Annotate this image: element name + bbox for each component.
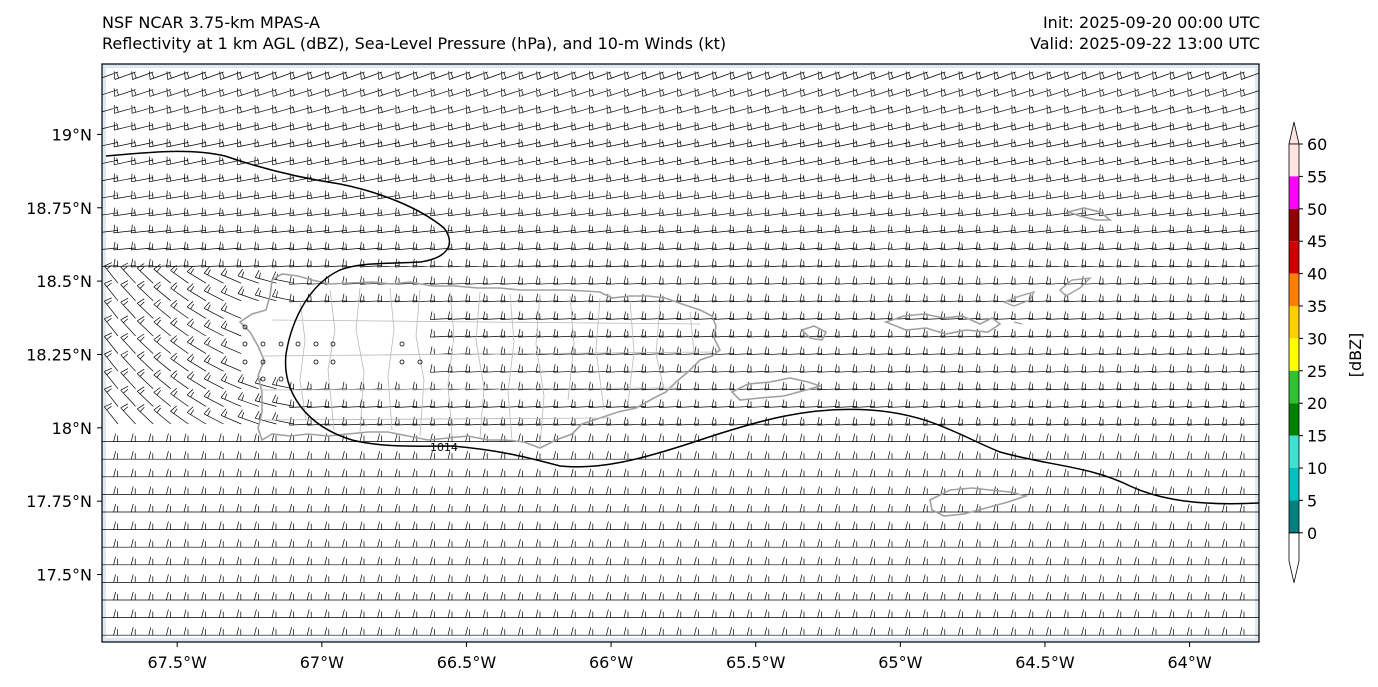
colorbar-extend-min — [1288, 532, 1300, 583]
colorbar-tick-label: 35 — [1307, 297, 1327, 316]
colorbar-tick-label: 45 — [1307, 232, 1327, 251]
lon-tick-label: 64°W — [1167, 653, 1211, 672]
lat-tick-label: 18.75°N — [26, 199, 92, 218]
colorbar-bin — [1289, 273, 1299, 306]
map-title: NSF NCAR 3.75-km MPAS-A Reflectivity at … — [102, 12, 726, 54]
wind-barbs — [102, 71, 1259, 636]
lon-tick-label: 64.5°W — [1015, 653, 1075, 672]
lat-tick-label: 19°N — [52, 125, 92, 144]
axis-ticks: 67.5°W 67°W 66.5°W 66°W 65.5°W 65°W 64.5°W 64°W… — [26, 125, 1212, 672]
colorbar-tick-label: 40 — [1307, 265, 1327, 284]
colorbar-bin — [1289, 241, 1299, 274]
colorbar-tick-label: 10 — [1307, 459, 1327, 478]
edge-strip-right — [1255, 64, 1259, 642]
culebra-coastline — [800, 325, 828, 341]
colorbar-tick-label: 50 — [1307, 200, 1327, 219]
lat-tick-label: 18.5°N — [36, 272, 92, 291]
lon-tick-label: 66°W — [589, 653, 633, 672]
colorbar-tick-label: 55 — [1307, 167, 1327, 186]
colorbar-tick-label: 0 — [1307, 524, 1317, 543]
colorbar-bin — [1289, 370, 1299, 404]
map-times: Init: 2025-09-20 00:00 UTC Valid: 2025-0… — [1030, 12, 1260, 54]
st-thomas-coastline — [883, 313, 1002, 335]
lon-tick-label: 65.5°W — [726, 653, 786, 672]
vieques-coastline — [730, 377, 823, 401]
colorbar-tick-label: 25 — [1307, 362, 1327, 381]
colorbar-bin — [1289, 338, 1299, 371]
wind-barb-field — [102, 71, 1259, 636]
bvi-coastline — [1002, 277, 1092, 325]
valid-time: Valid: 2025-09-22 13:00 UTC — [1029, 34, 1260, 53]
map-frame — [101, 63, 1260, 643]
lat-tick-label: 18.25°N — [26, 345, 92, 364]
colorbar-bin — [1289, 176, 1299, 209]
lon-tick-label: 67°W — [300, 653, 344, 672]
init-time: Init: 2025-09-20 00:00 UTC — [1042, 13, 1260, 32]
colorbar-bin — [1289, 144, 1299, 177]
lat-tick-label: 17.75°N — [26, 492, 92, 511]
lon-tick-label: 66.5°W — [437, 653, 497, 672]
lat-tick-label: 17.5°N — [36, 566, 92, 585]
colorbar-label: [dBZ] — [1346, 333, 1365, 378]
colorbar-bin — [1289, 208, 1299, 242]
calm-wind-markers — [242, 324, 423, 382]
st-croix-coastline — [929, 487, 1029, 517]
lat-tick-label: 18°N — [52, 419, 92, 438]
title-model: NSF NCAR 3.75-km MPAS-A — [102, 13, 320, 32]
colorbar-bin — [1289, 435, 1299, 468]
edge-strip-left — [102, 64, 106, 642]
colorbar-tick-label: 60 — [1307, 135, 1327, 154]
lon-tick-label: 67.5°W — [147, 653, 207, 672]
edge-strip-top — [102, 64, 1259, 68]
isobar-label: 1014 — [430, 441, 458, 454]
lon-tick-label: 65°W — [878, 653, 922, 672]
edge-strip-bottom — [102, 638, 1259, 642]
anegada-coastline — [1065, 207, 1113, 221]
title-fields: Reflectivity at 1 km AGL (dBZ), Sea-Leve… — [102, 34, 727, 53]
colorbar-tick-label: 30 — [1307, 329, 1327, 348]
colorbar-bin — [1289, 403, 1299, 436]
municipal-borders — [259, 287, 713, 447]
colorbar-tick-label: 5 — [1307, 491, 1317, 510]
colorbar-bin — [1289, 500, 1299, 533]
isobar-1014 — [105, 150, 1259, 505]
colorbar-tick-label: 15 — [1307, 427, 1327, 446]
colorbar-extend-max — [1288, 121, 1300, 145]
colorbar-tick-label: 20 — [1307, 394, 1327, 413]
puerto-rico-coastline — [238, 273, 722, 449]
colorbar-bin — [1289, 306, 1299, 339]
colorbar: 0 5 10 15 20 25 30 35 40 45 50 55 60 — [1288, 121, 1327, 583]
colorbar-bin — [1289, 468, 1299, 501]
